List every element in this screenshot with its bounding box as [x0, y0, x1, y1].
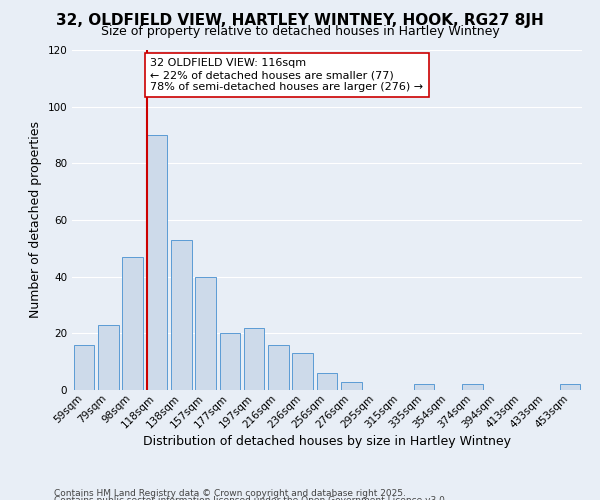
Bar [341, 382, 362, 390]
Bar [98, 325, 119, 390]
Text: Contains HM Land Registry data © Crown copyright and database right 2025.: Contains HM Land Registry data © Crown c… [54, 488, 406, 498]
Bar [171, 240, 191, 390]
Bar [244, 328, 265, 390]
Bar [146, 135, 167, 390]
Bar [317, 373, 337, 390]
Text: 32, OLDFIELD VIEW, HARTLEY WINTNEY, HOOK, RG27 8JH: 32, OLDFIELD VIEW, HARTLEY WINTNEY, HOOK… [56, 12, 544, 28]
Y-axis label: Number of detached properties: Number of detached properties [29, 122, 42, 318]
Bar [292, 353, 313, 390]
Bar [74, 344, 94, 390]
Text: Size of property relative to detached houses in Hartley Wintney: Size of property relative to detached ho… [101, 25, 499, 38]
Bar [220, 334, 240, 390]
Bar [463, 384, 483, 390]
Text: Contains public sector information licensed under the Open Government Licence v3: Contains public sector information licen… [54, 496, 448, 500]
Bar [414, 384, 434, 390]
X-axis label: Distribution of detached houses by size in Hartley Wintney: Distribution of detached houses by size … [143, 435, 511, 448]
Text: 32 OLDFIELD VIEW: 116sqm
← 22% of detached houses are smaller (77)
78% of semi-d: 32 OLDFIELD VIEW: 116sqm ← 22% of detach… [151, 58, 424, 92]
Bar [560, 384, 580, 390]
Bar [195, 276, 216, 390]
Bar [268, 344, 289, 390]
Bar [122, 257, 143, 390]
